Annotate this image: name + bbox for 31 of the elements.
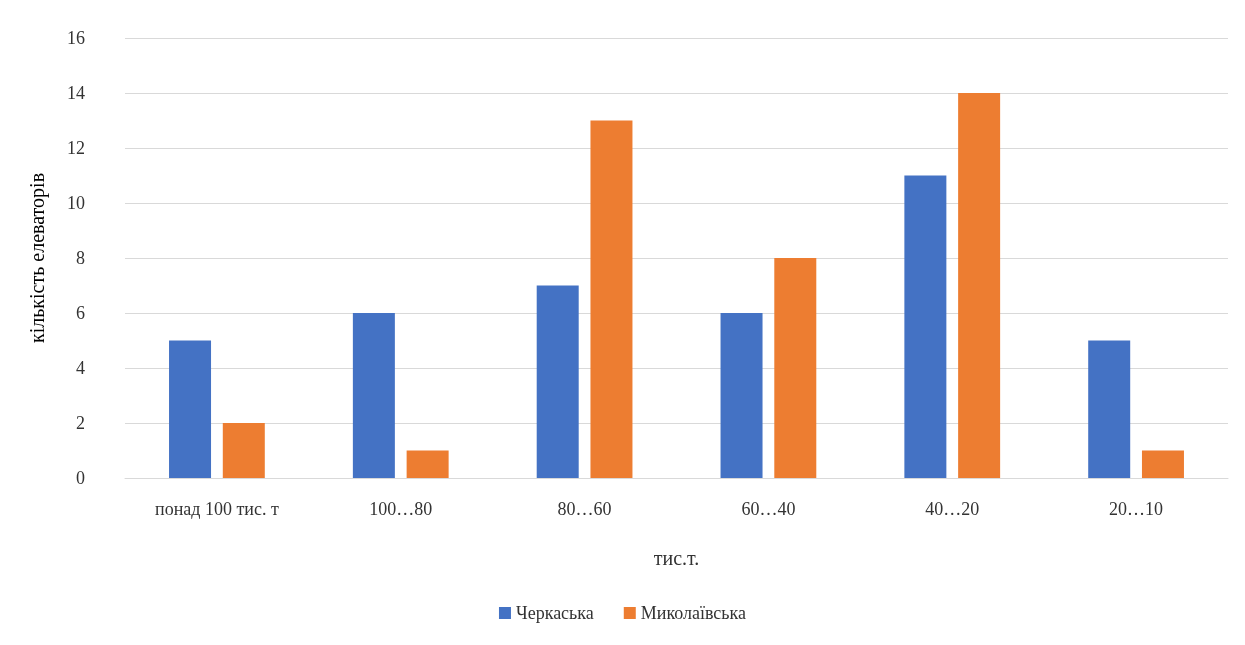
bar: [406, 450, 449, 478]
x-tick-label: понад 100 тис. т: [155, 499, 279, 519]
x-tick-label: 20…10: [1109, 499, 1164, 519]
bar: [352, 313, 395, 478]
bar: [590, 120, 633, 478]
x-tick-label: 40…20: [925, 499, 980, 519]
bar: [720, 313, 763, 478]
y-tick-label: 10: [67, 193, 85, 213]
x-tick-label: 100…80: [369, 499, 433, 519]
y-tick-label: 14: [67, 83, 85, 103]
bar: [1141, 450, 1184, 478]
y-tick-label: 16: [67, 28, 85, 48]
x-axis-title: тис.т.: [653, 547, 700, 569]
legend-label: Черкаська: [515, 603, 594, 623]
bar: [536, 285, 579, 478]
bar: [222, 423, 265, 478]
y-tick-label: 2: [76, 413, 85, 433]
y-tick-label: 6: [76, 303, 85, 323]
legend-label: Миколаївська: [640, 603, 747, 623]
y-tick-label: 0: [76, 468, 85, 488]
x-tick-label: 60…40: [741, 499, 796, 519]
bar: [958, 93, 1001, 478]
y-tick-label: 8: [76, 248, 85, 268]
y-axis-title: кількість елеваторів: [26, 172, 49, 344]
y-tick-label: 12: [67, 138, 85, 158]
bar: [774, 258, 817, 478]
bar: [904, 175, 947, 478]
y-tick-label: 4: [76, 358, 85, 378]
bar: [1088, 340, 1131, 478]
bar: [169, 340, 212, 478]
x-tick-label: 80…60: [557, 499, 612, 519]
